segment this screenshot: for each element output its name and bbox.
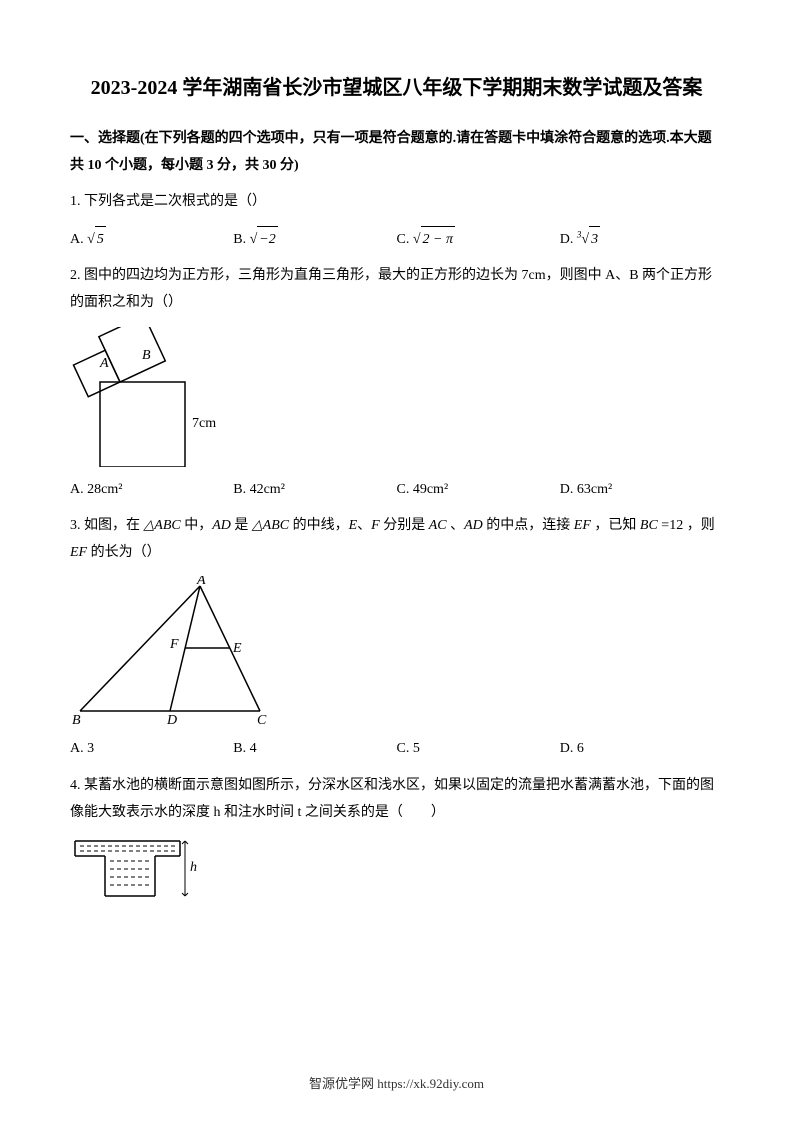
option-3a: A. 3 bbox=[70, 736, 233, 763]
question-4: 4. 某蓄水池的横断面示意图如图所示，分深水区和浅水区，如果以固定的流量把水蓄满… bbox=[70, 773, 723, 826]
label-F: F bbox=[169, 637, 179, 652]
option-3b: B. 4 bbox=[233, 736, 396, 763]
option-1c: C. √2 − π bbox=[397, 226, 560, 254]
label-C: C bbox=[257, 713, 267, 726]
question-2-options: A. 28cm² B. 42cm² C. 49cm² D. 63cm² bbox=[70, 477, 723, 504]
footer-text: 智源优学网 https://xk.92diy.com bbox=[0, 1073, 793, 1092]
question-2-figure: A B 7cm bbox=[70, 327, 723, 467]
label-E: E bbox=[232, 641, 242, 656]
option-2b: B. 42cm² bbox=[233, 477, 396, 504]
label-A: A bbox=[196, 576, 206, 588]
question-1-options: A. √5 B. √−2 C. √2 − π D. 3√3 bbox=[70, 226, 723, 254]
option-1a: A. √5 bbox=[70, 226, 233, 254]
label-D: D bbox=[166, 713, 177, 726]
option-2d: D. 63cm² bbox=[560, 477, 723, 504]
label-7cm: 7cm bbox=[192, 416, 216, 431]
option-2c: C. 49cm² bbox=[397, 477, 560, 504]
option-3d: D. 6 bbox=[560, 736, 723, 763]
question-3-figure: A B D C F E bbox=[70, 576, 723, 726]
question-3: 3. 如图，在 △ABC 中，AD 是 △ABC 的中线，E、F 分别是 AC … bbox=[70, 513, 723, 566]
label-B: B bbox=[72, 713, 81, 726]
option-1d: D. 3√3 bbox=[560, 226, 723, 254]
section-header: 一、选择题(在下列各题的四个选项中，只有一项是符合题意的.请在答题卡中填涂符合题… bbox=[70, 126, 723, 179]
question-1: 1. 下列各式是二次根式的是（） bbox=[70, 189, 723, 216]
option-3c: C. 5 bbox=[397, 736, 560, 763]
exam-title: 2023-2024 学年湖南省长沙市望城区八年级下学期期末数学试题及答案 bbox=[70, 70, 723, 106]
question-2: 2. 图中的四边均为正方形，三角形为直角三角形，最大的正方形的边长为 7cm，则… bbox=[70, 263, 723, 316]
option-1b: B. √−2 bbox=[233, 226, 396, 254]
label-h: h bbox=[190, 860, 197, 875]
option-2a: A. 28cm² bbox=[70, 477, 233, 504]
question-3-options: A. 3 B. 4 C. 5 D. 6 bbox=[70, 736, 723, 763]
label-A: A bbox=[99, 356, 109, 371]
question-4-figure: h bbox=[70, 836, 723, 906]
label-B: B bbox=[142, 348, 151, 363]
